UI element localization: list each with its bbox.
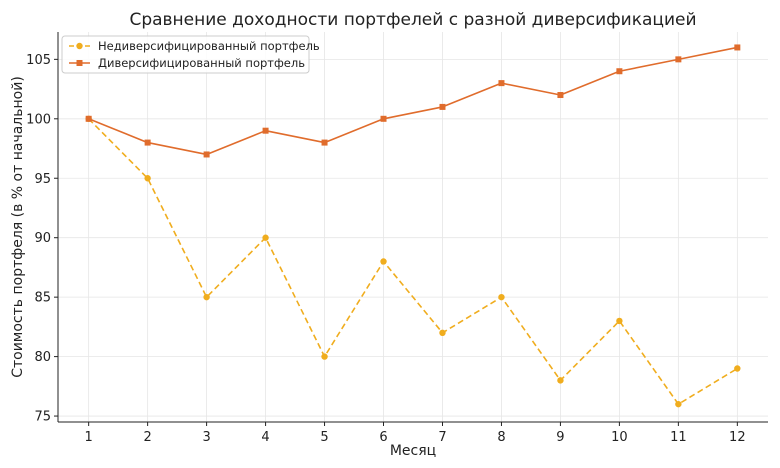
series-layer <box>85 44 741 408</box>
y-tick-label: 105 <box>26 53 51 68</box>
y-tick-label: 85 <box>34 291 51 306</box>
data-point <box>439 329 446 337</box>
series-0 <box>85 115 741 408</box>
data-point <box>380 115 387 122</box>
legend-box <box>61 35 310 74</box>
data-point <box>616 317 623 325</box>
y-tick-label: 80 <box>34 350 51 365</box>
data-point <box>675 400 682 408</box>
y-axis-title: Стоимость портфеля (в % от начальной) <box>10 76 26 378</box>
data-point <box>321 353 328 360</box>
x-tick-label: 5 <box>320 430 328 445</box>
series-line <box>88 118 738 405</box>
data-point <box>203 151 210 158</box>
legend-label: Диверсифицированный портфель <box>98 56 305 70</box>
data-point <box>734 44 741 51</box>
legend: Недиверсифицированный портфель Диверсифиц… <box>61 35 320 74</box>
x-tick-label: 12 <box>729 430 746 445</box>
data-point <box>262 234 269 241</box>
data-point <box>557 92 564 99</box>
x-tick-label: 6 <box>379 430 387 445</box>
y-tick-label: 100 <box>26 112 51 127</box>
legend-marker <box>76 42 83 50</box>
data-point <box>734 365 741 372</box>
x-tick-label: 11 <box>670 430 687 445</box>
data-point <box>144 139 151 146</box>
x-tick-label: 4 <box>261 430 269 445</box>
y-tick-label: 95 <box>34 172 51 187</box>
x-tick-label: 2 <box>143 430 151 445</box>
data-point <box>321 139 328 146</box>
data-point <box>144 175 151 182</box>
data-point <box>557 377 564 384</box>
x-tick-label: 7 <box>438 430 446 445</box>
data-point <box>675 56 682 63</box>
x-tick-label: 3 <box>202 430 210 445</box>
x-tick-label: 10 <box>611 430 628 445</box>
x-axis-title: Месяц <box>390 443 436 459</box>
data-point <box>616 68 623 75</box>
y-tick-label: 75 <box>34 410 51 425</box>
legend-marker <box>76 60 83 66</box>
data-point <box>203 293 210 301</box>
x-tick-label: 1 <box>85 430 93 445</box>
x-tick-label: 8 <box>497 430 505 445</box>
series-line <box>88 46 738 156</box>
data-point <box>439 103 446 110</box>
data-point <box>380 258 387 265</box>
y-tick-label: 90 <box>34 231 51 246</box>
series-1 <box>85 44 741 158</box>
data-point <box>262 127 269 134</box>
data-point <box>498 80 505 87</box>
chart-title: Сравнение доходности портфелей с разной … <box>129 10 696 30</box>
grid <box>58 32 768 422</box>
data-point <box>85 115 92 122</box>
legend-label: Недиверсифицированный портфель <box>98 39 320 53</box>
data-point <box>498 293 505 301</box>
x-tick-label: 9 <box>556 430 564 445</box>
